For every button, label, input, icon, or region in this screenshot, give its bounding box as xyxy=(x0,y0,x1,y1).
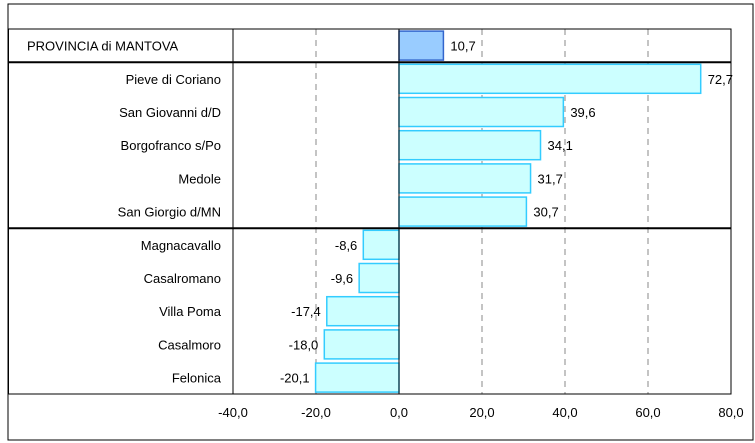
bar-pieve-di-coriano xyxy=(398,63,702,95)
bar-medole xyxy=(398,163,532,194)
bar-provincia-di-mantova xyxy=(398,30,445,61)
x-tick-label: -40,0 xyxy=(218,405,248,420)
value-labels: 10,7 72,7 39,6 34,1 31,7 30,7 -8,6 -9,6 -17,4 -18… xyxy=(280,39,733,386)
category-label-pieve-di-coriano: Pieve di Coriano xyxy=(126,72,221,87)
value-label-provincia-di-mantova: 10,7 xyxy=(450,39,475,54)
bar-san-giovanni-d-d xyxy=(398,96,565,128)
category-label-provincia-di-mantova: PROVINCIA di MANTOVA xyxy=(27,39,179,54)
category-label-san-giorgio-d-mn: San Giorgio d/MN xyxy=(118,205,221,220)
category-label-felonica: Felonica xyxy=(172,371,222,386)
plot-frame xyxy=(8,28,732,395)
bar-villa-poma xyxy=(326,295,400,327)
bars xyxy=(314,30,702,393)
bar-magnacavallo xyxy=(362,229,400,261)
x-tick-label: 80,0 xyxy=(718,405,743,420)
category-label-borgofranco-s-po: Borgofranco s/Po xyxy=(121,138,221,153)
category-label-villa-poma: Villa Poma xyxy=(159,304,222,319)
bar-casalromano xyxy=(358,262,400,294)
bar-casalmoro xyxy=(323,329,400,360)
category-label-casalromano: Casalromano xyxy=(144,271,221,286)
category-label-casalmoro: Casalmoro xyxy=(158,337,221,352)
x-tick-label: 60,0 xyxy=(635,405,660,420)
value-label-casalromano: -9,6 xyxy=(331,271,353,286)
bar-borgofranco-s-po xyxy=(398,129,542,161)
bar-san-giorgio-d-mn xyxy=(398,196,528,227)
x-tick-label: 0,0 xyxy=(390,405,408,420)
value-label-san-giorgio-d-mn: 30,7 xyxy=(533,205,558,220)
x-tick-label: 40,0 xyxy=(552,405,577,420)
value-label-pieve-di-coriano: 72,7 xyxy=(708,72,733,87)
value-label-san-giovanni-d-d: 39,6 xyxy=(570,105,595,120)
value-label-felonica: -20,1 xyxy=(280,371,310,386)
x-tick-label: 20,0 xyxy=(469,405,494,420)
x-axis-tick-labels: -40,0 -20,0 0,0 20,0 40,0 60,0 80,0 xyxy=(218,405,743,420)
bar-felonica xyxy=(314,362,400,393)
category-label-medole: Medole xyxy=(178,171,221,186)
value-label-magnacavallo: -8,6 xyxy=(335,238,357,253)
value-label-medole: 31,7 xyxy=(538,171,563,186)
value-label-borgofranco-s-po: 34,1 xyxy=(548,138,573,153)
category-label-magnacavallo: Magnacavallo xyxy=(141,238,221,253)
category-label-san-giovanni-d-d: San Giovanni d/D xyxy=(119,105,221,120)
category-labels: PROVINCIA di MANTOVA Pieve di Coriano San … xyxy=(27,39,222,386)
value-label-villa-poma: -17,4 xyxy=(291,304,321,319)
value-label-casalmoro: -18,0 xyxy=(289,337,319,352)
x-tick-label: -20,0 xyxy=(301,405,331,420)
plot-area-border xyxy=(8,28,732,395)
